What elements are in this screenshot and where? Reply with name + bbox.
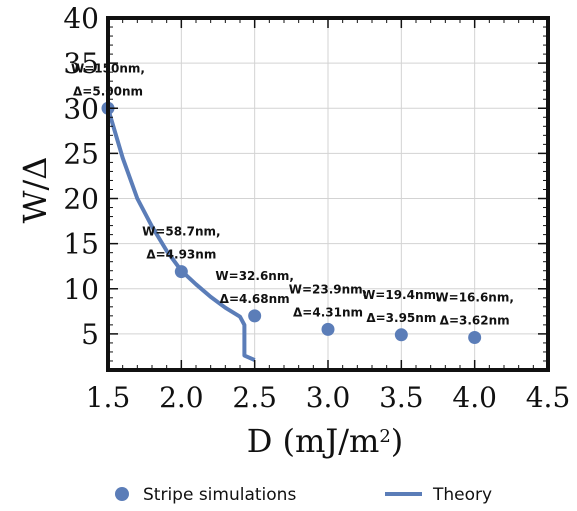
y-tick-label: 15 — [63, 228, 99, 261]
x-tick-label: 2.0 — [159, 381, 204, 414]
y-tick-label: 35 — [63, 47, 99, 80]
y-tick-label: 20 — [63, 183, 99, 216]
x-tick-label: 3.0 — [306, 381, 351, 414]
x-tick-label: 3.5 — [379, 381, 424, 414]
y-tick-label: 30 — [63, 92, 99, 125]
x-tick-label: 4.0 — [452, 381, 497, 414]
stripe-simulations-series — [101, 101, 482, 345]
data-point-label: W=58.7nm, — [142, 225, 221, 239]
data-point-label: Δ=3.95nm — [366, 311, 436, 325]
point-labels: W=150nm,Δ=5.00nmW=58.7nm,Δ=4.93nmW=32.6n… — [71, 61, 514, 327]
data-point-label: W=16.6nm, — [435, 291, 514, 305]
y-tick-labels: 5 10 15 20 25 30 35 40 — [63, 2, 99, 351]
theory-line — [106, 107, 256, 362]
grid — [107, 17, 549, 370]
legend: Stripe simulations Theory — [115, 485, 492, 505]
legend-scatter-marker — [115, 487, 129, 501]
data-point-label: W=23.9nm, — [289, 282, 368, 296]
data-point — [468, 331, 482, 345]
axis-ticks — [107, 17, 549, 370]
y-tick-label: 5 — [81, 318, 99, 351]
x-tick-label: 2.5 — [232, 381, 277, 414]
data-point-label: W=19.4nm, — [362, 288, 441, 302]
theory-series — [106, 107, 256, 362]
legend-label-stripe-simulations: Stripe simulations — [143, 485, 296, 505]
data-point — [321, 322, 335, 336]
y-axis-label: W/Δ — [16, 157, 54, 224]
data-point-label: Δ=4.31nm — [293, 305, 363, 319]
data-point-label: W=32.6nm, — [215, 269, 294, 283]
y-tick-label: 25 — [63, 137, 99, 170]
data-point-label: Δ=3.62nm — [440, 314, 510, 328]
data-point — [248, 309, 262, 323]
x-tick-label: 1.5 — [86, 381, 131, 414]
data-point-label: Δ=4.93nm — [146, 248, 216, 262]
x-tick-label: 4.5 — [526, 381, 571, 414]
x-tick-labels: 1.5 2.0 2.5 3.0 3.5 4.0 4.5 — [86, 381, 571, 414]
legend-label-theory: Theory — [432, 485, 492, 505]
y-tick-label: 40 — [63, 2, 99, 35]
x-axis-label: D (mJ/m2) — [247, 422, 404, 460]
data-point — [394, 328, 408, 342]
data-point-label: Δ=4.68nm — [220, 292, 290, 306]
y-tick-label: 10 — [63, 273, 99, 306]
data-point — [174, 265, 188, 279]
